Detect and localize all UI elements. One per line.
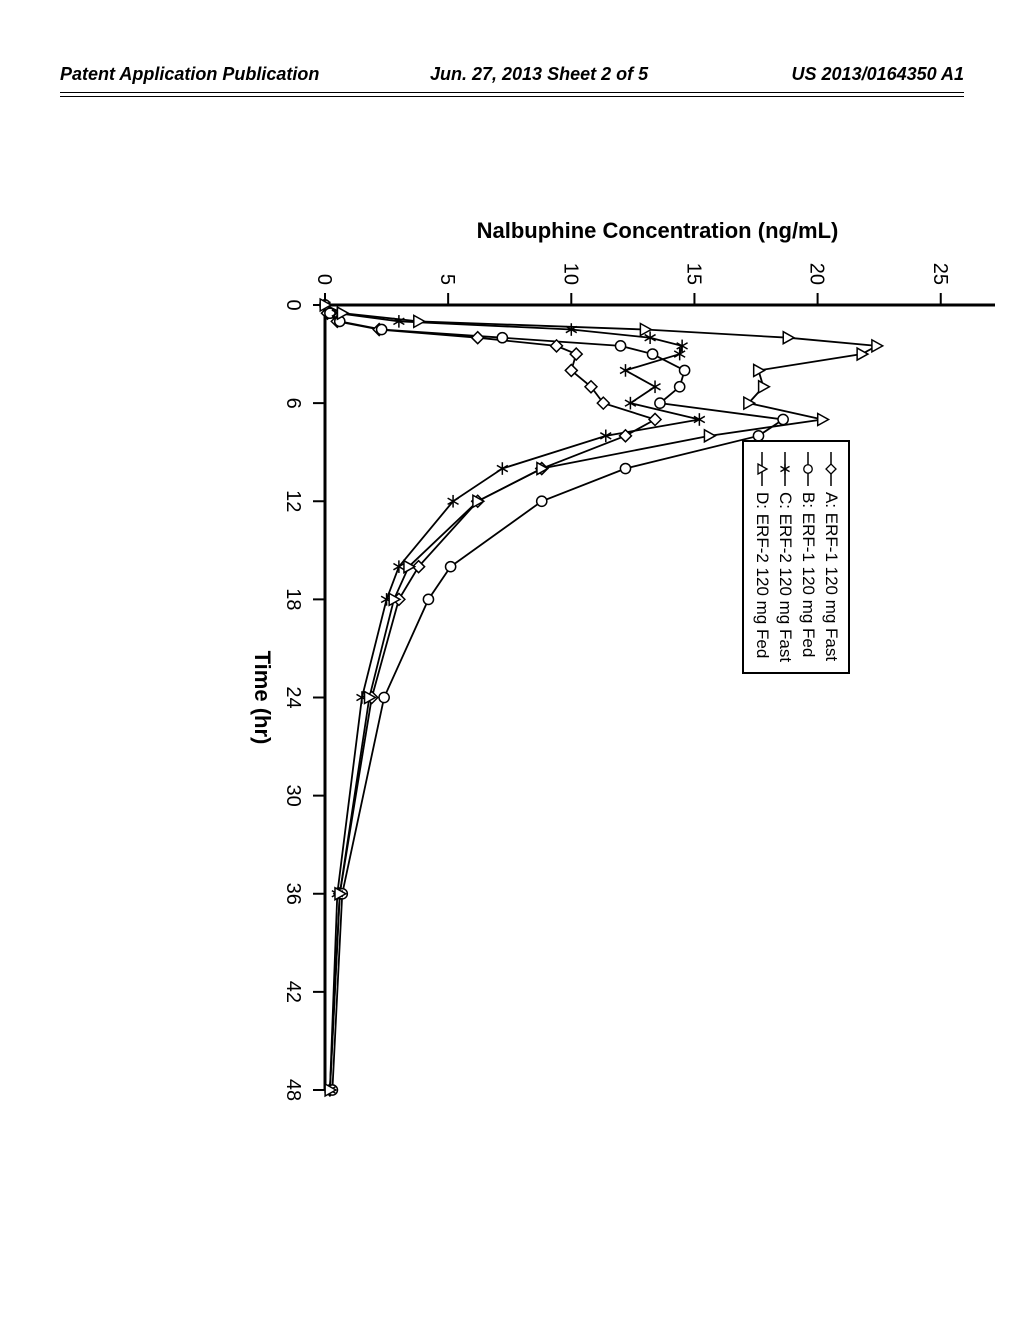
chart-svg: 0 6 12 18 24 30 36 42 48 0 5 10 15 20 25 Time (hr) Nalbu… bbox=[240, 210, 1020, 1110]
svg-text:30: 30 bbox=[282, 785, 304, 807]
svg-text:Nalbuphine Concentration (ng/m: Nalbuphine Concentration (ng/mL) bbox=[477, 218, 839, 243]
svg-text:0: 0 bbox=[282, 299, 304, 310]
legend-item: D: ERF-2 120 mg Fed bbox=[750, 452, 773, 662]
header-rule-top bbox=[60, 92, 964, 93]
svg-text:6: 6 bbox=[282, 398, 304, 409]
legend-item: B: ERF-1 120 mg Fed bbox=[796, 452, 819, 662]
svg-text:18: 18 bbox=[282, 588, 304, 610]
header-center: Jun. 27, 2013 Sheet 2 of 5 bbox=[430, 64, 648, 85]
svg-text:20: 20 bbox=[806, 263, 828, 285]
svg-text:42: 42 bbox=[282, 981, 304, 1003]
svg-text:Time (hr): Time (hr) bbox=[250, 651, 275, 745]
svg-text:15: 15 bbox=[682, 263, 704, 285]
figure-2: 06121824303642480510152025Time (hr)Nalbu… bbox=[120, 210, 900, 1110]
svg-text:36: 36 bbox=[282, 883, 304, 905]
legend-item: A: ERF-1 120 mg Fast bbox=[819, 452, 842, 662]
svg-text:10: 10 bbox=[559, 263, 581, 285]
legend: A: ERF-1 120 mg FastB: ERF-1 120 mg FedC… bbox=[742, 440, 850, 674]
svg-text:0: 0 bbox=[313, 274, 335, 285]
svg-text:25: 25 bbox=[929, 263, 951, 285]
legend-item: C: ERF-2 120 mg Fast bbox=[773, 452, 796, 662]
header-rule-bot bbox=[60, 96, 964, 97]
header-left: Patent Application Publication bbox=[60, 64, 319, 85]
svg-text:24: 24 bbox=[282, 686, 304, 708]
svg-text:5: 5 bbox=[436, 274, 458, 285]
svg-text:48: 48 bbox=[282, 1079, 304, 1101]
svg-text:12: 12 bbox=[282, 490, 304, 512]
header-right: US 2013/0164350 A1 bbox=[792, 64, 964, 85]
